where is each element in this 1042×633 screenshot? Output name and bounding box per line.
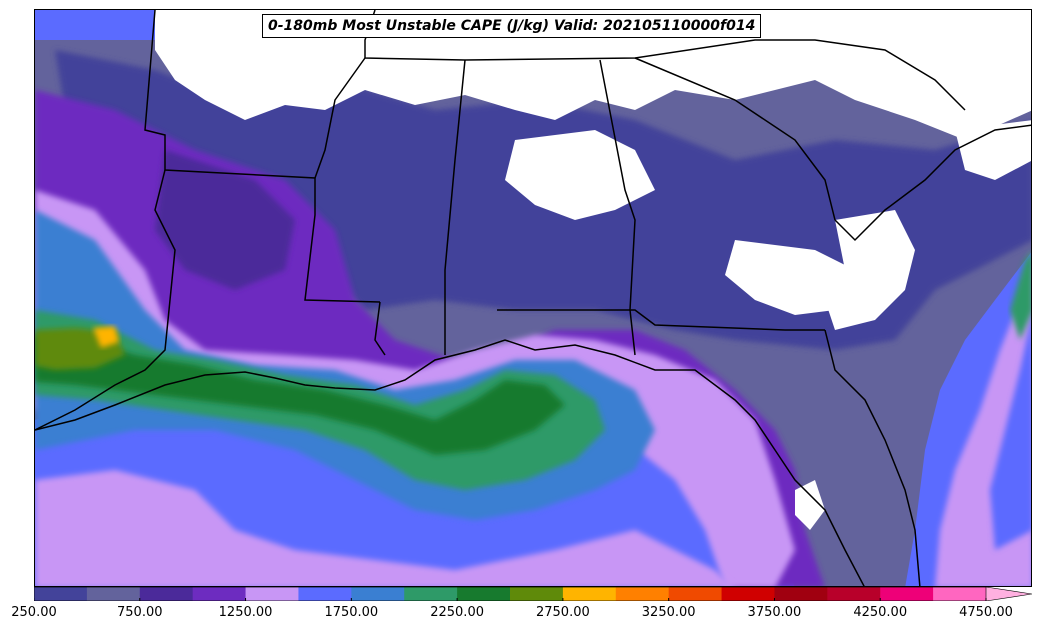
- cape-map-canvas: [35, 10, 1031, 586]
- colorbar-extend-max: [985, 587, 1032, 601]
- gulf-band-2750: [93, 326, 119, 348]
- colorbar-segment: [245, 587, 299, 601]
- no-data-georgia: [725, 240, 855, 315]
- colorbar-tick-label: 3750.00: [747, 605, 802, 620]
- colorbar-segment: [880, 587, 934, 601]
- colorbar-segment: [351, 587, 405, 601]
- map-title: 0-180mb Most Unstable CAPE (J/kg) Valid:…: [262, 14, 762, 38]
- colorbar-segment: [192, 587, 247, 601]
- no-data-florida: [795, 480, 825, 530]
- no-data-east: [955, 120, 1031, 180]
- lower-gulf-lavender: [35, 470, 733, 586]
- colorbar-segment: [298, 587, 352, 601]
- colorbar-tick-label: 3250.00: [641, 605, 696, 620]
- cape-map: [34, 9, 1032, 587]
- cape-band-750: [155, 150, 295, 290]
- colorbar-tick-label: 1250.00: [218, 605, 273, 620]
- colorbar-segment: [668, 587, 723, 601]
- colorbar-tick-label: 2750.00: [535, 605, 590, 620]
- atlantic-band-1500: [990, 319, 1031, 550]
- colorbar-segment: [34, 587, 88, 601]
- colorbar-segment: [827, 587, 881, 601]
- colorbar-tick-label: 750.00: [117, 605, 163, 620]
- colorbar-segment: [404, 587, 458, 601]
- no-data-carolina: [825, 210, 915, 330]
- colorbar-segment: [615, 587, 670, 601]
- colorbar-segment: [457, 587, 511, 601]
- colorbar-tick-label: 1750.00: [324, 605, 379, 620]
- colorbar-segment: [139, 587, 194, 601]
- no-data-north: [155, 10, 1031, 140]
- colorbar-tick-label: 250.00: [11, 605, 57, 620]
- gulf-band-2250: [35, 335, 565, 455]
- atlantic-band-2000: [1010, 252, 1031, 340]
- colorbar-segment: [562, 587, 617, 601]
- colorbar-tick-label: 4250.00: [853, 605, 908, 620]
- colorbar-tick-label: 2250.00: [430, 605, 484, 620]
- colorbar-segment: [933, 587, 987, 601]
- colorbar-segment: [774, 587, 828, 601]
- colorbar-tick-label: 4750.00: [959, 605, 1013, 620]
- state-boundaries: [35, 10, 1031, 586]
- colorbar: [34, 587, 1032, 601]
- colorbar-segment: [510, 587, 564, 601]
- colorbar-segment: [721, 587, 775, 601]
- colorbar-segment: [86, 587, 141, 601]
